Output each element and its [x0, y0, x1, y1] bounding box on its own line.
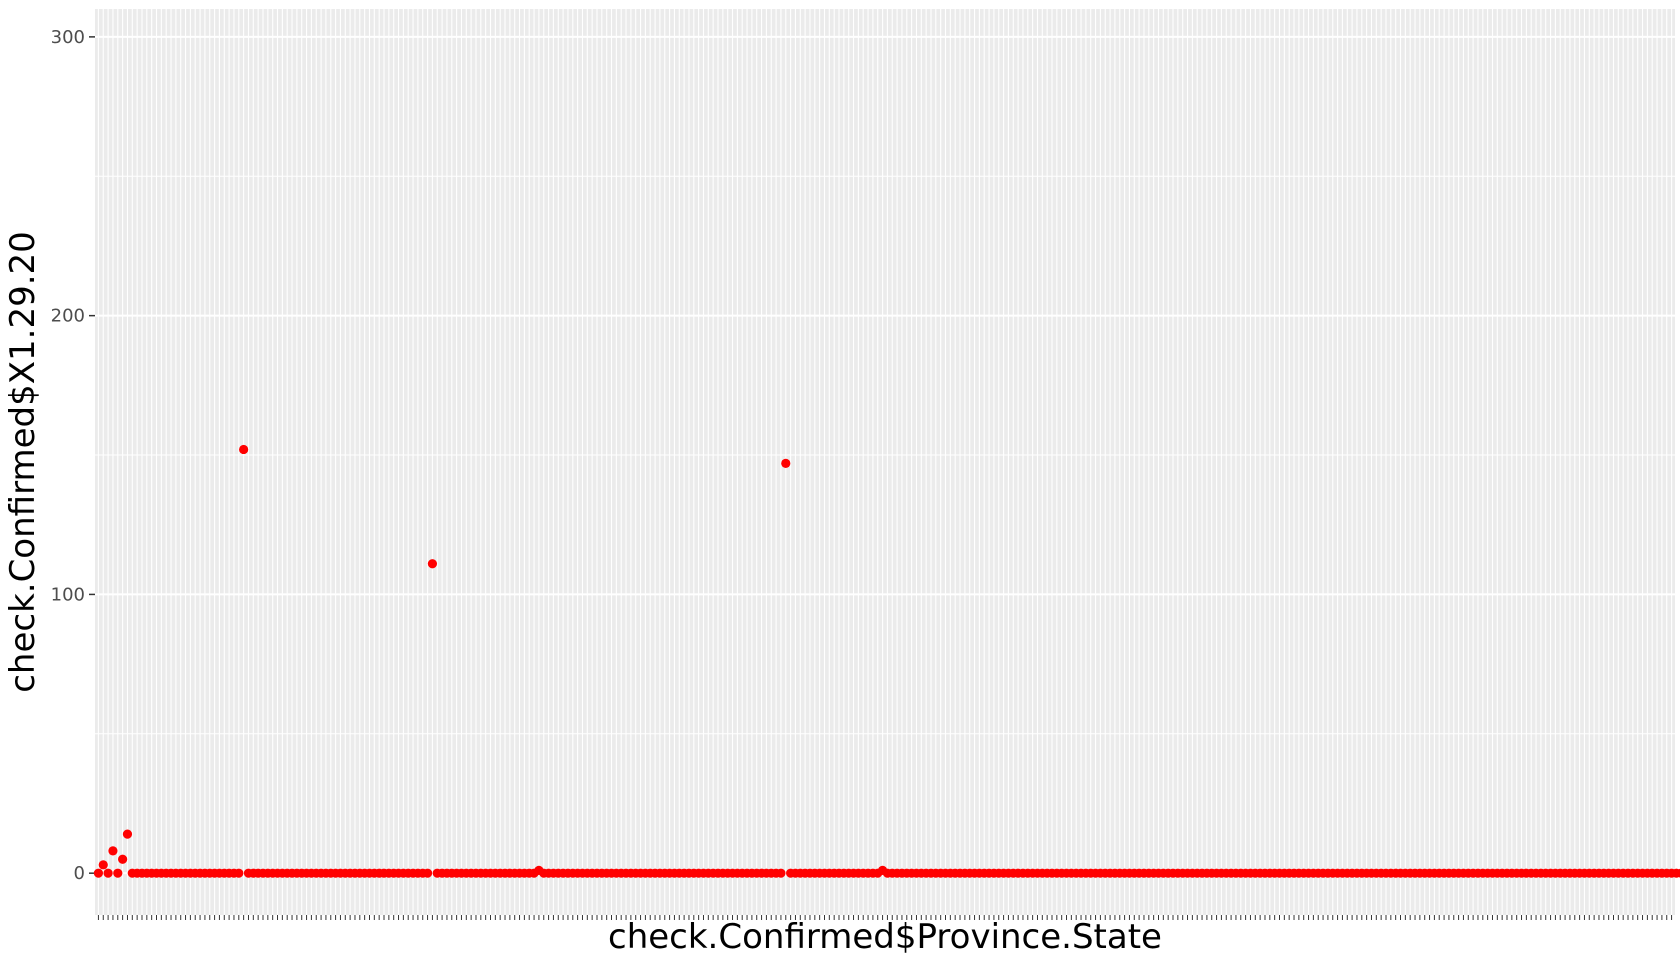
data-points [93, 444, 1680, 878]
data-point [93, 868, 104, 878]
data-point [122, 829, 133, 839]
data-point [776, 868, 786, 878]
y-tick-label: 200 [51, 306, 85, 327]
data-point [103, 868, 113, 878]
data-point [427, 559, 438, 569]
data-point [113, 868, 123, 878]
data-point [118, 854, 128, 864]
data-point [108, 846, 118, 856]
y-tick-label: 300 [51, 27, 85, 48]
data-point [239, 444, 249, 455]
plot-panel [95, 9, 1675, 915]
data-point [98, 860, 108, 870]
y-tick-label: 100 [51, 584, 85, 605]
y-tick-label: 0 [74, 863, 85, 884]
data-point [1676, 868, 1680, 878]
data-point [781, 458, 791, 468]
data-point [422, 868, 433, 878]
axes: 0 100 200 300 [51, 27, 1673, 920]
x-axis-title: check.Confirmed$Province.State [608, 917, 1162, 957]
grid-lines [95, 9, 1675, 915]
data-point [234, 868, 244, 878]
y-axis-title: check.Confirmed$X1.29.20 [3, 231, 43, 693]
